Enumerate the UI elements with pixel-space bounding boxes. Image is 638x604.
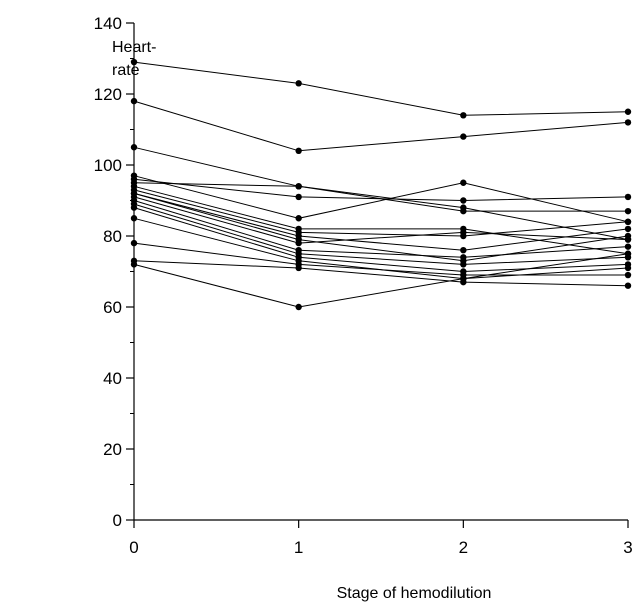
chart-axes <box>133 23 628 521</box>
x-tick-label: 0 <box>129 538 138 557</box>
data-point <box>130 239 138 247</box>
series-line <box>133 146 628 212</box>
y-tick-label: 140 <box>94 14 122 33</box>
data-point <box>624 218 632 225</box>
x-tick-label: 1 <box>294 538 303 557</box>
data-point <box>624 225 632 233</box>
data-point <box>460 112 467 119</box>
series-line <box>133 260 629 287</box>
data-point <box>624 108 632 115</box>
y-axis-title-line-1: Heart- <box>112 39 156 56</box>
data-point <box>624 236 632 243</box>
y-tick-label: 0 <box>113 511 122 530</box>
data-point <box>295 183 302 190</box>
data-point <box>624 271 632 279</box>
data-point <box>130 204 138 211</box>
data-point <box>624 119 632 126</box>
data-point <box>130 144 138 151</box>
series-line <box>133 100 629 152</box>
series-10 <box>130 190 632 265</box>
series-line <box>133 242 628 276</box>
series-line <box>133 200 629 258</box>
data-point <box>130 261 138 268</box>
data-point <box>460 133 467 140</box>
series-line <box>133 189 629 237</box>
series-5 <box>130 176 632 204</box>
series-3 <box>130 144 632 215</box>
data-point <box>460 204 467 211</box>
series-18 <box>130 250 632 311</box>
series-lines <box>130 58 632 311</box>
series-15 <box>130 215 632 282</box>
data-point <box>624 282 632 289</box>
series-line <box>133 203 629 265</box>
series-line <box>133 178 629 202</box>
series-line <box>133 253 629 308</box>
x-axis-title: Stage of hemodilution <box>337 585 492 602</box>
x-axis-ticks: 0 1 2 3 <box>129 520 633 557</box>
data-point <box>295 215 302 222</box>
data-point <box>130 215 138 222</box>
y-tick-label: 60 <box>103 298 122 317</box>
y-tick-label: 80 <box>103 227 122 246</box>
series-2 <box>130 97 632 154</box>
y-tick-label: 20 <box>103 440 122 459</box>
data-point <box>130 58 138 66</box>
x-tick-label: 2 <box>459 538 468 557</box>
series-line <box>133 192 629 262</box>
y-tick-label: 40 <box>103 369 122 388</box>
data-point <box>295 239 302 247</box>
y-tick-label: 100 <box>94 156 122 175</box>
data-point <box>295 147 302 154</box>
series-1 <box>130 58 632 119</box>
series-line <box>133 182 629 241</box>
data-point <box>460 197 467 204</box>
data-point <box>624 193 632 201</box>
series-line <box>133 207 629 273</box>
data-point <box>460 229 467 236</box>
data-point <box>460 261 467 268</box>
series-11 <box>130 193 632 247</box>
y-axis-ticks: 0 20 40 60 80 100 120 140 <box>94 14 134 530</box>
data-point <box>624 264 632 272</box>
series-17 <box>130 257 632 289</box>
data-point <box>624 250 632 257</box>
series-line <box>133 175 629 223</box>
data-point <box>295 303 302 311</box>
data-point <box>295 80 302 87</box>
series-line <box>133 61 629 116</box>
data-point <box>624 207 632 215</box>
data-point <box>460 275 467 282</box>
data-point <box>130 97 138 105</box>
data-point <box>295 193 302 201</box>
data-point <box>295 264 302 272</box>
x-tick-label: 3 <box>623 538 632 557</box>
series-line <box>133 185 629 255</box>
series-line <box>133 196 629 244</box>
data-point <box>460 254 467 261</box>
series-line <box>133 192 629 251</box>
data-point <box>624 243 632 250</box>
data-point <box>460 247 467 254</box>
y-axis-title-line-2: rate <box>112 62 140 79</box>
y-tick-label: 120 <box>94 85 122 104</box>
data-point <box>460 179 467 186</box>
